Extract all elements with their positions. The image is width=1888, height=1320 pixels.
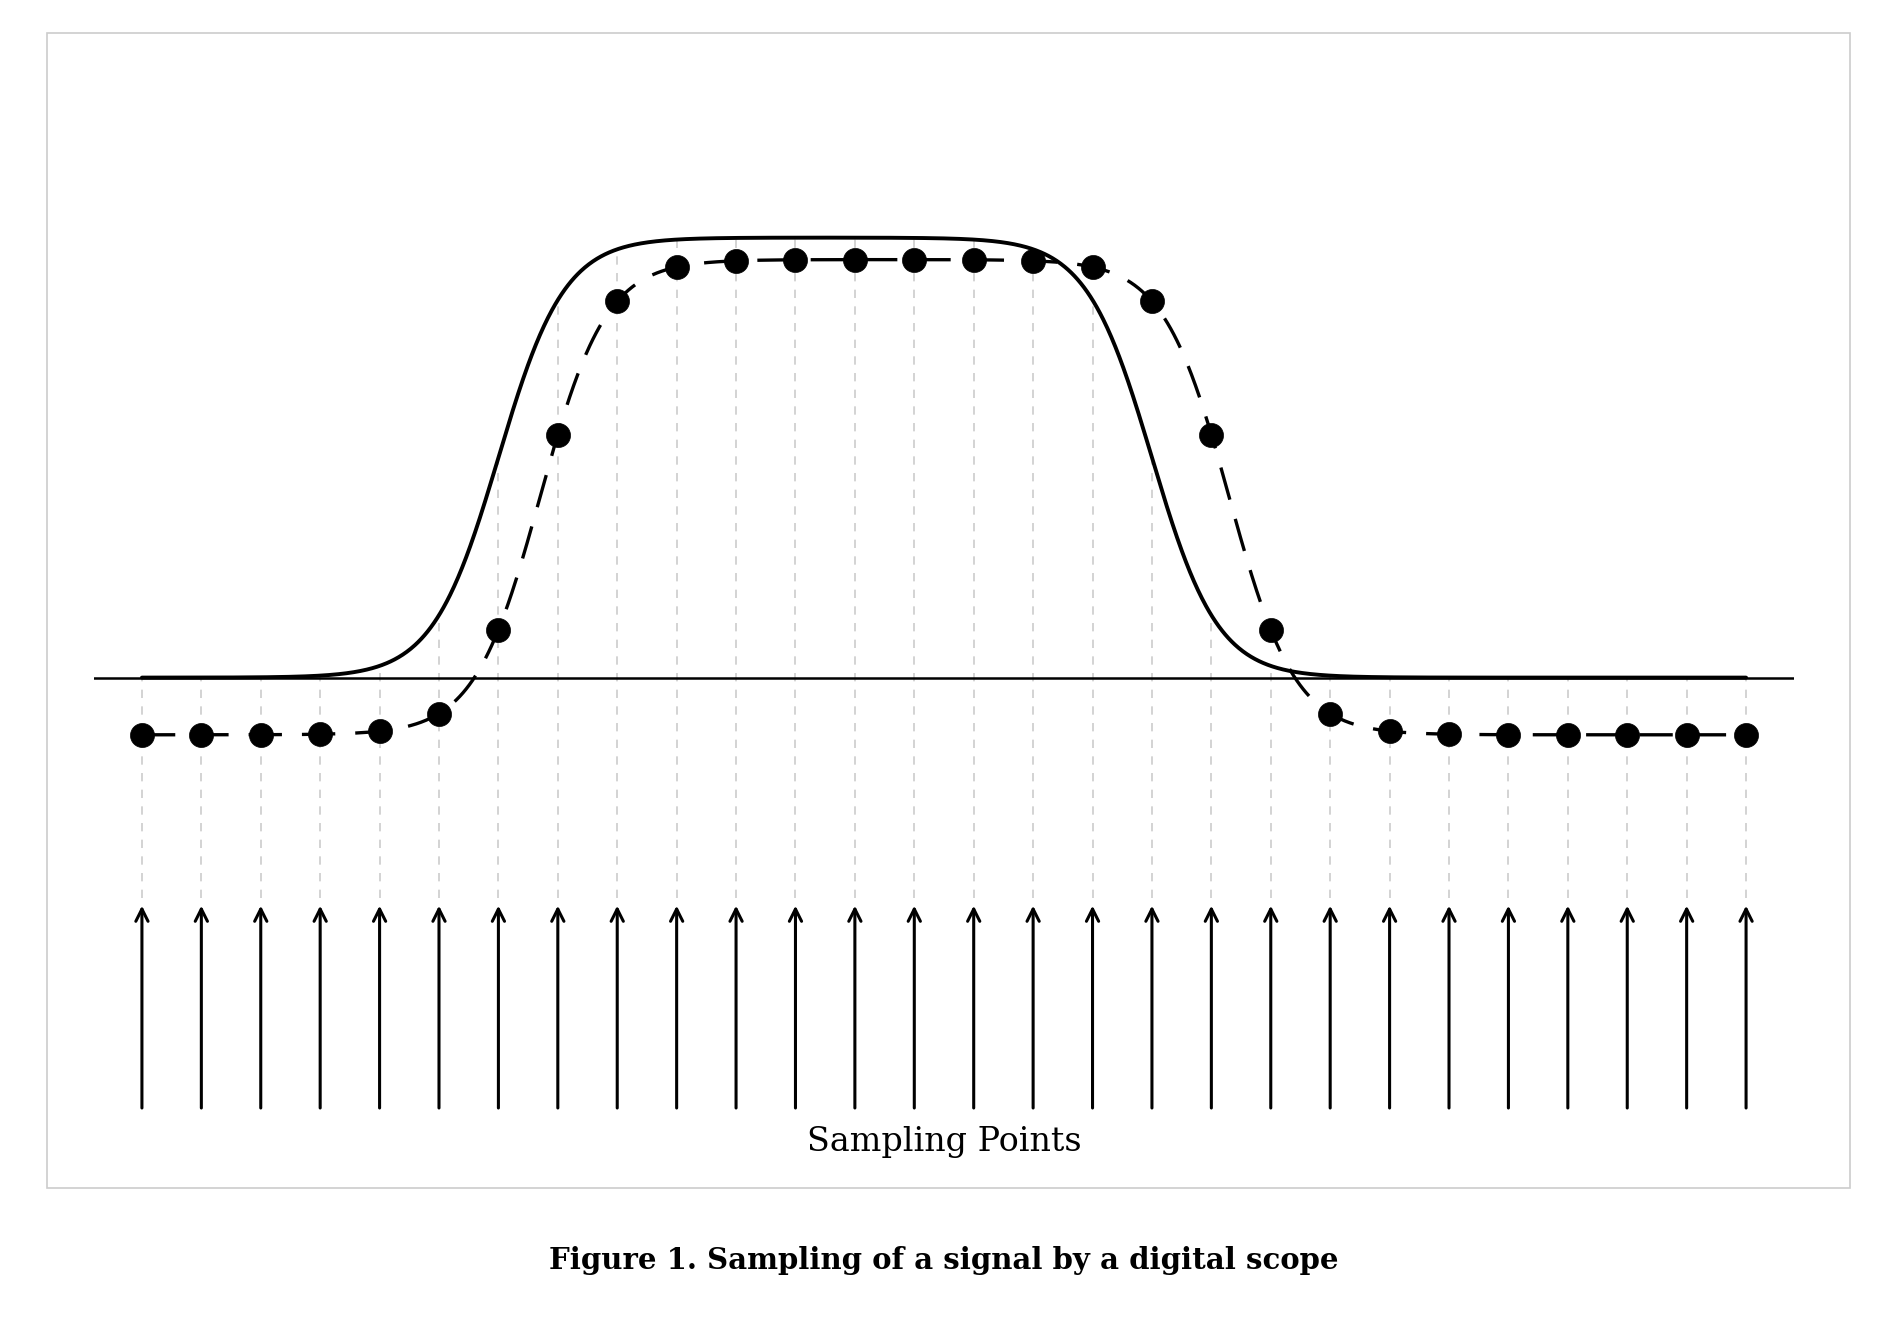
Point bbox=[187, 725, 217, 746]
Point bbox=[425, 704, 455, 725]
Point bbox=[602, 290, 632, 312]
Point bbox=[126, 725, 157, 746]
Point bbox=[1552, 725, 1582, 746]
Text: Figure 1. Sampling of a signal by a digital scope: Figure 1. Sampling of a signal by a digi… bbox=[549, 1246, 1339, 1275]
Point bbox=[1316, 704, 1346, 725]
Point bbox=[1137, 290, 1167, 312]
Point bbox=[1612, 725, 1643, 746]
Point bbox=[364, 721, 395, 742]
Point bbox=[780, 249, 810, 271]
Point bbox=[959, 249, 989, 271]
Point bbox=[1493, 725, 1524, 746]
Point bbox=[245, 725, 276, 746]
Point bbox=[1018, 251, 1048, 272]
Point bbox=[840, 249, 870, 271]
Point bbox=[1731, 725, 1762, 746]
Point bbox=[899, 249, 929, 271]
Point bbox=[1197, 424, 1227, 445]
Point bbox=[661, 256, 691, 277]
Point bbox=[721, 251, 751, 272]
Point bbox=[1078, 256, 1108, 277]
Text: Sampling Points: Sampling Points bbox=[806, 1126, 1082, 1158]
Point bbox=[1433, 723, 1463, 744]
Point bbox=[1374, 721, 1405, 742]
Point bbox=[542, 424, 572, 445]
Point bbox=[483, 619, 514, 640]
Point bbox=[1671, 725, 1701, 746]
Point bbox=[306, 723, 336, 744]
Point bbox=[1256, 619, 1286, 640]
